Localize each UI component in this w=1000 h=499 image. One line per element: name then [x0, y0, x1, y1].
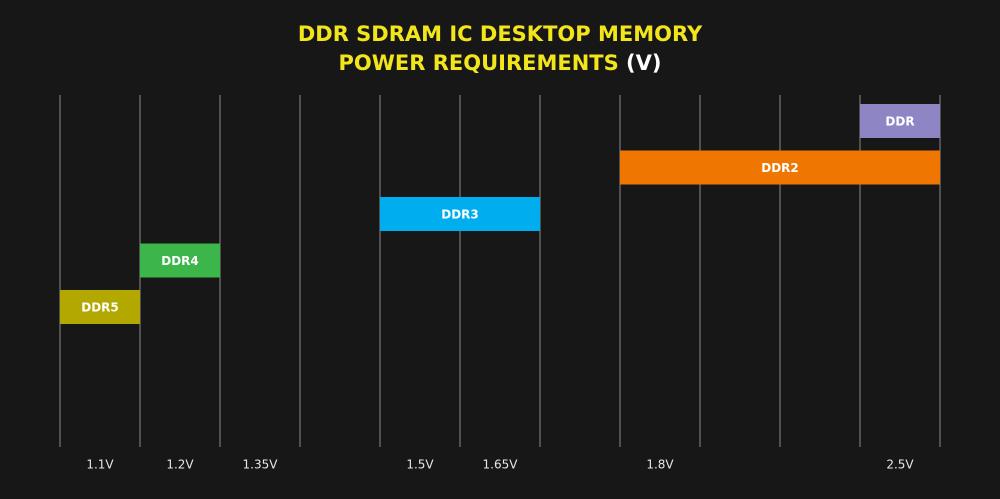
chart-title: POWER REQUIREMENTS: [338, 51, 618, 75]
bar: [620, 150, 940, 185]
bar-label: DDR: [885, 115, 914, 129]
chart-title: POWER REQUIREMENTS (V): [338, 51, 661, 75]
x-tick-label: 1.1V: [86, 458, 114, 472]
bar: [380, 197, 540, 231]
x-tick-label: 1.8V: [646, 458, 674, 472]
bar: [140, 243, 220, 278]
x-tick-label: 1.35V: [243, 458, 279, 472]
chart-title: DDR SDRAM IC DESKTOP MEMORY: [298, 22, 703, 46]
x-tick-label: 1.5V: [406, 458, 434, 472]
bar: [60, 290, 140, 324]
x-tick-label: 1.2V: [166, 458, 194, 472]
bar: [860, 104, 940, 138]
bar-label: DDR2: [761, 161, 799, 175]
title-unit: (V): [626, 51, 661, 75]
bar-label: DDR4: [161, 254, 199, 268]
x-tick-label: 2.5V: [886, 458, 914, 472]
bar-label: DDR3: [441, 208, 479, 222]
bar-label: DDR5: [81, 301, 119, 315]
x-tick-label: 1.65V: [483, 458, 519, 472]
